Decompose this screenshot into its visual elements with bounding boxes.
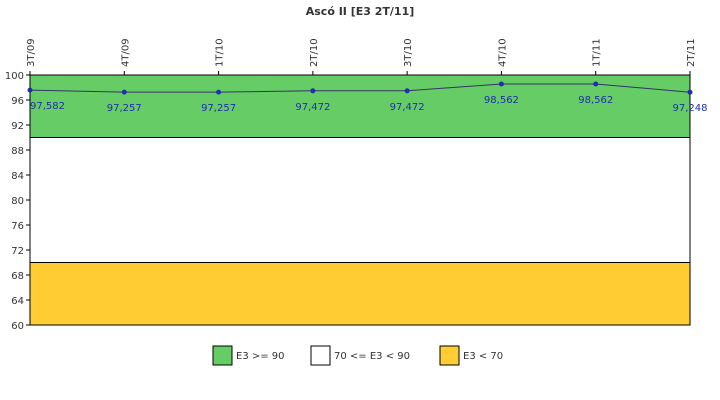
data-label: 97,257 [107, 103, 142, 114]
band-2 [29, 262, 691, 326]
x-tick-label: 2T/11 [686, 38, 697, 67]
data-point [404, 88, 410, 94]
data-point [593, 81, 599, 87]
y-tick-label: 76 [11, 221, 24, 232]
y-tick-label: 100 [5, 71, 24, 82]
data-point [310, 88, 316, 94]
x-tick-label: 3T/10 [403, 38, 414, 67]
x-tick-label: 1T/10 [215, 38, 226, 67]
data-label: 98,562 [578, 95, 613, 106]
chart-title: Ascó II [E3 2T/11] [306, 5, 415, 18]
y-tick-label: 88 [11, 146, 24, 157]
y-tick-label: 96 [11, 96, 24, 107]
y-tick-label: 80 [11, 196, 24, 207]
y-tick-label: 60 [11, 321, 24, 332]
data-label: 97,472 [295, 102, 330, 113]
legend-swatch [310, 345, 331, 366]
y-tick-label: 64 [11, 296, 24, 307]
threshold-bands [29, 74, 691, 326]
x-tick-label: 4T/09 [120, 38, 131, 67]
legend-swatch [212, 345, 233, 366]
series-line-0 [29, 83, 691, 93]
x-tick-label: 1T/11 [592, 38, 603, 67]
legend-label: E3 < 70 [463, 351, 503, 362]
data-point [687, 89, 693, 95]
data-label: 97,257 [201, 103, 236, 114]
legend: E3 >= 90 70 <= E3 < 90 E3 < 70 [212, 345, 503, 366]
legend-label: E3 >= 90 [236, 351, 285, 362]
x-tick-label: 2T/10 [309, 38, 320, 67]
data-labels: 97,582 97,257 97,257 97,472 97,472 98,562 98,5… [30, 95, 708, 114]
data-point [27, 87, 33, 93]
data-point [216, 89, 222, 95]
data-label: 97,582 [30, 101, 65, 112]
y-tick-label: 72 [11, 246, 24, 257]
data-label: 97,248 [673, 103, 708, 114]
band-0 [29, 74, 691, 138]
legend-label: 70 <= E3 < 90 [334, 351, 410, 362]
data-label: 97,472 [390, 102, 425, 113]
y-tick-label: 68 [11, 271, 24, 282]
x-tick-label: 4T/10 [497, 38, 508, 67]
y-tick-label: 92 [11, 121, 24, 132]
band-1 [29, 137, 691, 263]
data-point [121, 89, 127, 95]
y-tick-label: 84 [11, 171, 24, 182]
data-point [498, 81, 504, 87]
series-line [29, 83, 691, 93]
legend-swatch [439, 345, 460, 366]
data-label: 98,562 [484, 95, 519, 106]
data-points [27, 81, 693, 95]
x-tick-label: 3T/09 [26, 38, 37, 67]
